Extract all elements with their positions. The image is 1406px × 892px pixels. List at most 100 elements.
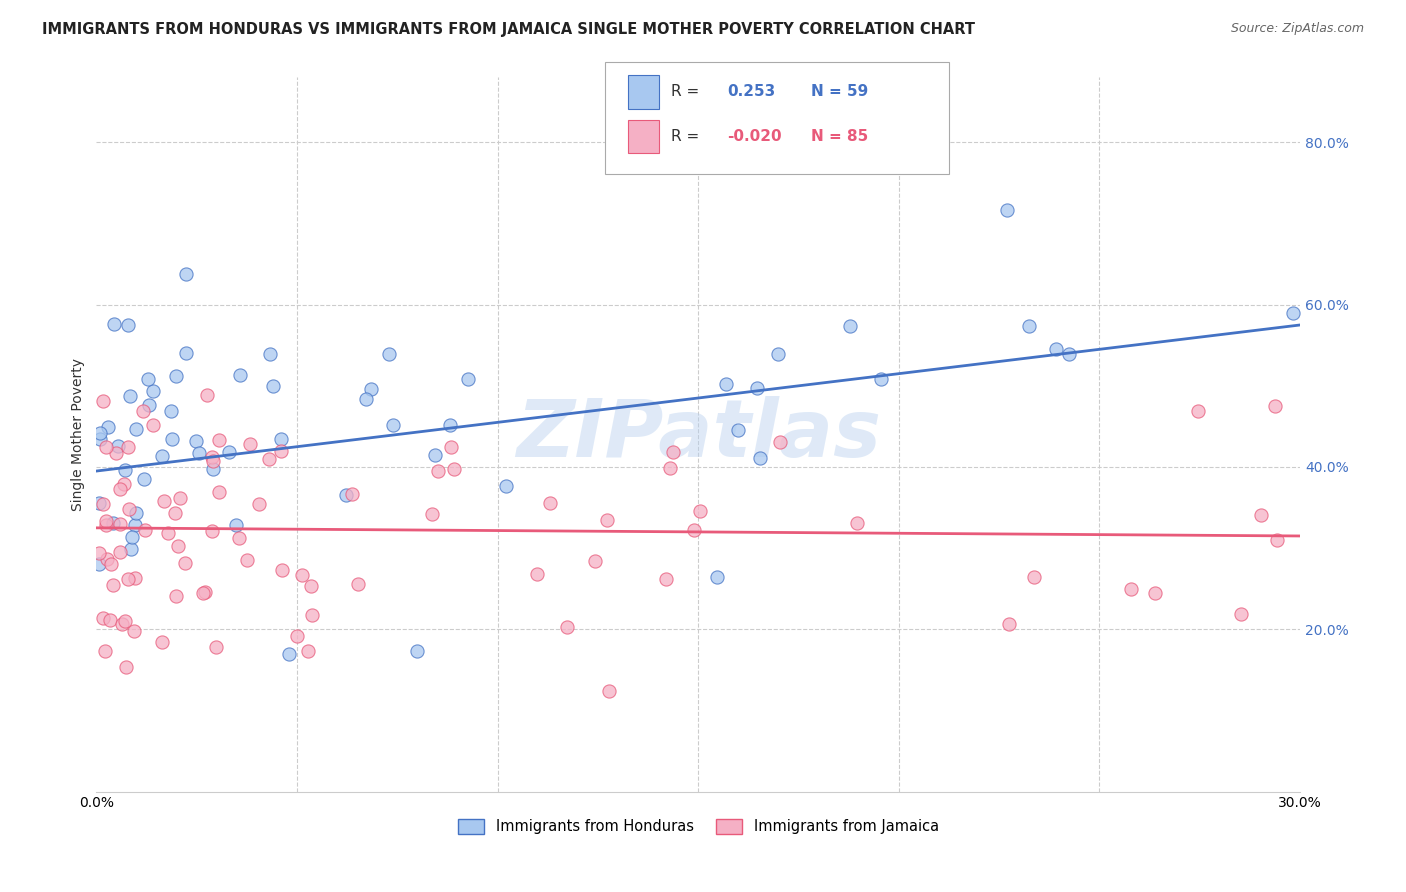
Point <box>103 317 125 331</box>
Point <box>225 518 247 533</box>
Point <box>769 434 792 449</box>
Point <box>381 418 404 433</box>
Point <box>94 514 117 528</box>
Point <box>526 566 548 581</box>
Point <box>1059 346 1081 360</box>
Point <box>124 506 146 520</box>
Point <box>749 450 772 465</box>
Point <box>107 439 129 453</box>
Point <box>125 422 148 436</box>
Point <box>166 369 188 384</box>
Point <box>152 494 174 508</box>
Point <box>1045 342 1067 356</box>
Point <box>208 433 231 447</box>
Point <box>89 432 111 446</box>
Point <box>104 446 127 460</box>
Point <box>138 398 160 412</box>
Point <box>457 372 479 386</box>
Point <box>163 506 186 520</box>
Point <box>142 418 165 433</box>
Point <box>439 440 461 454</box>
Point <box>202 453 225 467</box>
Point <box>94 440 117 454</box>
Point <box>166 540 188 554</box>
Point <box>112 477 135 491</box>
Point <box>727 423 749 437</box>
Point <box>169 491 191 505</box>
Point <box>1022 570 1045 584</box>
Point <box>443 461 465 475</box>
Point <box>998 616 1021 631</box>
Point <box>257 451 280 466</box>
Point <box>270 444 292 458</box>
Point <box>270 432 292 446</box>
Point <box>335 488 357 502</box>
Point <box>160 404 183 418</box>
Point <box>405 644 427 658</box>
Point <box>654 572 676 586</box>
Legend: Immigrants from Honduras, Immigrants from Jamaica: Immigrants from Honduras, Immigrants fro… <box>458 819 939 834</box>
Point <box>706 570 728 584</box>
Point <box>134 523 156 537</box>
Point <box>187 446 209 460</box>
Text: ZIPatlas: ZIPatlas <box>516 395 880 474</box>
Point <box>1281 306 1303 320</box>
Point <box>583 554 606 568</box>
Point <box>108 482 131 496</box>
Point <box>423 448 446 462</box>
Point <box>427 464 450 478</box>
Point <box>870 372 893 386</box>
Point <box>111 617 134 632</box>
Point <box>117 318 139 332</box>
Point <box>299 579 322 593</box>
Point <box>91 497 114 511</box>
Point <box>301 607 323 622</box>
Point <box>173 556 195 570</box>
Point <box>103 578 125 592</box>
Point <box>346 577 368 591</box>
Point <box>235 553 257 567</box>
Point <box>439 418 461 433</box>
Point <box>659 460 682 475</box>
Point <box>995 203 1018 218</box>
Point <box>354 392 377 406</box>
Point <box>150 635 173 649</box>
Text: R =: R = <box>671 85 699 99</box>
Point <box>555 620 578 634</box>
Point <box>218 444 240 458</box>
Point <box>540 496 562 510</box>
Point <box>1119 582 1142 597</box>
Point <box>114 614 136 628</box>
Point <box>271 563 294 577</box>
Point <box>340 487 363 501</box>
Point <box>98 613 121 627</box>
Point <box>186 434 208 448</box>
Point <box>97 420 120 434</box>
Point <box>689 504 711 518</box>
Point <box>495 479 517 493</box>
Text: 0.253: 0.253 <box>727 85 775 99</box>
Point <box>191 586 214 600</box>
Point <box>96 551 118 566</box>
Point <box>120 542 142 557</box>
Point <box>239 437 262 451</box>
Point <box>118 502 141 516</box>
Point <box>420 507 443 521</box>
Point <box>683 523 706 537</box>
Point <box>1230 607 1253 622</box>
Point <box>200 524 222 538</box>
Point <box>160 432 183 446</box>
Y-axis label: Single Mother Poverty: Single Mother Poverty <box>72 358 86 511</box>
Point <box>297 644 319 658</box>
Point <box>132 403 155 417</box>
Point <box>124 517 146 532</box>
Point <box>839 318 862 333</box>
Point <box>108 516 131 531</box>
Point <box>262 379 284 393</box>
Point <box>114 463 136 477</box>
Point <box>378 346 401 360</box>
Point <box>142 384 165 398</box>
Point <box>138 371 160 385</box>
Point <box>94 517 117 532</box>
Point <box>165 589 187 603</box>
